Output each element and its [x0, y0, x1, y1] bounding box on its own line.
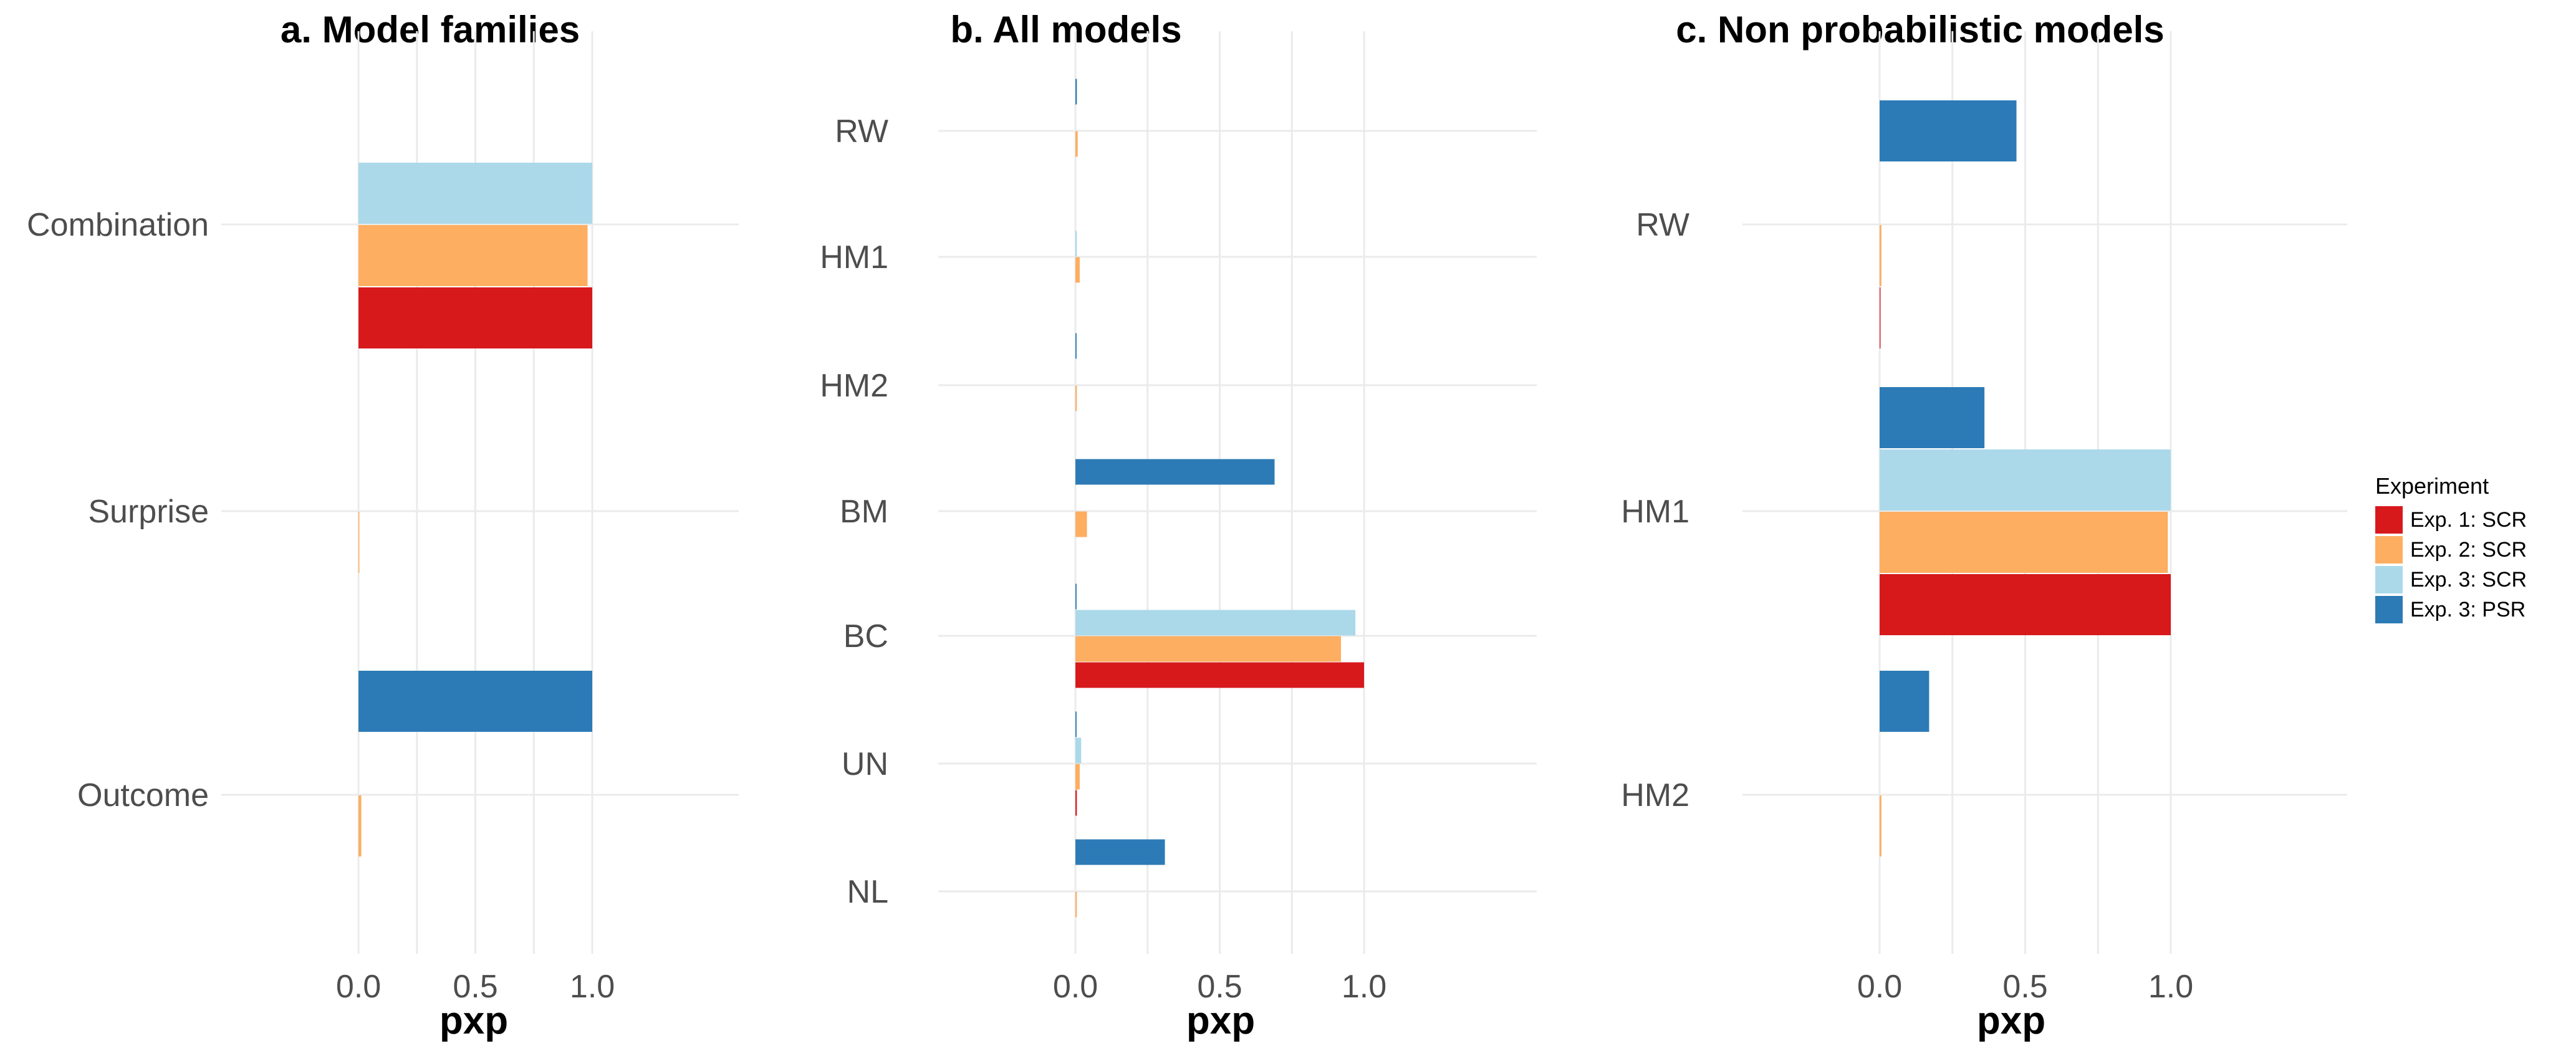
x-tick-label: 0.5 — [2002, 969, 2047, 1005]
bar — [1075, 131, 1078, 157]
category-label: BM — [840, 494, 888, 530]
panel-a: a. Model families Combination Surprise Out… — [27, 9, 739, 1042]
legend-swatch — [2375, 566, 2403, 593]
legend-entries: Exp. 1: SCR Exp. 2: SCR Exp. 3: SCR Exp. 3:… — [2375, 506, 2527, 623]
category-label: RW — [835, 113, 888, 150]
legend-swatch — [2375, 536, 2403, 564]
bar — [358, 225, 588, 286]
bar — [1075, 737, 1082, 764]
panel-b-categories: RW HM1 HM2 BM BC UN NL — [820, 113, 888, 910]
bar — [1075, 839, 1165, 865]
category-label: HM1 — [820, 239, 888, 276]
x-tick-label: 1.0 — [1342, 969, 1387, 1005]
bar — [1880, 449, 2171, 511]
category-label: UN — [842, 746, 888, 782]
bar — [1880, 225, 1882, 286]
x-tick-label: 1.0 — [570, 969, 615, 1005]
x-tick-label: 0.0 — [1857, 969, 1902, 1005]
bar — [1880, 387, 1985, 448]
category-label: Surprise — [88, 494, 209, 530]
legend-label: Exp. 1: SCR — [2410, 508, 2527, 532]
bar — [358, 671, 592, 732]
bar — [1075, 231, 1077, 257]
bar — [1075, 711, 1077, 737]
bar — [358, 512, 360, 573]
bar — [1075, 636, 1341, 662]
bar — [1075, 79, 1077, 105]
x-tick-label: 0.5 — [453, 969, 497, 1005]
panel-b: b. All models RW HM1 HM2 BM BC UN NL 0.0 0.5 1.0… — [820, 9, 1537, 1042]
panel-c: c. Non probabilistic models RW HM1 HM2 0.0… — [1621, 9, 2347, 1042]
bar — [358, 795, 362, 856]
panel-a-bars — [358, 163, 592, 856]
bar — [358, 163, 592, 224]
bar — [1075, 764, 1080, 790]
legend-label: Exp. 3: SCR — [2410, 568, 2527, 592]
category-label: Outcome — [77, 777, 209, 813]
panel-c-bars — [1880, 100, 2171, 856]
bar — [1075, 583, 1077, 610]
panel-b-grid — [938, 31, 1537, 954]
bar — [1075, 662, 1364, 688]
bar — [1075, 511, 1087, 537]
bar — [1075, 459, 1275, 485]
x-tick-label: 0.5 — [1197, 969, 1242, 1005]
x-tick-label: 0.0 — [1053, 969, 1098, 1005]
bar — [1880, 100, 2017, 161]
panel-a-x-axis-title: pxp — [440, 999, 508, 1042]
legend-label: Exp. 3: PSR — [2410, 598, 2526, 621]
panel-a-categories: Combination Surprise Outcome — [27, 207, 209, 813]
x-tick-label: 1.0 — [2148, 969, 2193, 1005]
bar — [1880, 795, 1882, 856]
bar — [1075, 385, 1077, 411]
category-label: HM1 — [1621, 494, 1689, 530]
legend-label: Exp. 2: SCR — [2410, 538, 2527, 562]
bar — [1880, 671, 1930, 732]
panel-a-ticks: 0.0 0.5 1.0 — [336, 969, 615, 1005]
legend: Experiment Exp. 1: SCR Exp. 2: SCR Exp. 3:… — [2375, 473, 2527, 623]
category-label: RW — [1636, 207, 1689, 243]
panel-b-x-axis-title: pxp — [1186, 999, 1255, 1042]
bar — [1075, 610, 1356, 636]
category-label: HM2 — [1621, 777, 1689, 813]
category-label: Combination — [27, 207, 209, 243]
legend-swatch — [2375, 506, 2403, 534]
legend-title: Experiment — [2375, 473, 2489, 499]
bar — [1880, 512, 2168, 573]
category-label: BC — [843, 618, 888, 655]
bar — [1075, 891, 1077, 918]
bar — [1880, 574, 2171, 635]
x-tick-label: 0.0 — [336, 969, 381, 1005]
category-label: HM2 — [820, 368, 888, 404]
bar — [1075, 790, 1077, 816]
panel-b-bars — [1075, 79, 1364, 918]
category-label: NL — [847, 874, 888, 910]
panel-c-categories: RW HM1 HM2 — [1621, 207, 1689, 813]
legend-swatch — [2375, 596, 2403, 623]
bar — [1075, 333, 1077, 359]
bar — [1075, 257, 1080, 283]
panel-c-x-axis-title: pxp — [1977, 999, 2045, 1042]
panel-c-ticks: 0.0 0.5 1.0 — [1857, 969, 2193, 1005]
panel-b-title: b. All models — [950, 9, 1181, 50]
panel-a-title: a. Model families — [281, 9, 580, 50]
panel-c-title: c. Non probabilistic models — [1676, 9, 2164, 50]
panel-b-ticks: 0.0 0.5 1.0 — [1053, 969, 1387, 1005]
bar — [358, 287, 592, 348]
